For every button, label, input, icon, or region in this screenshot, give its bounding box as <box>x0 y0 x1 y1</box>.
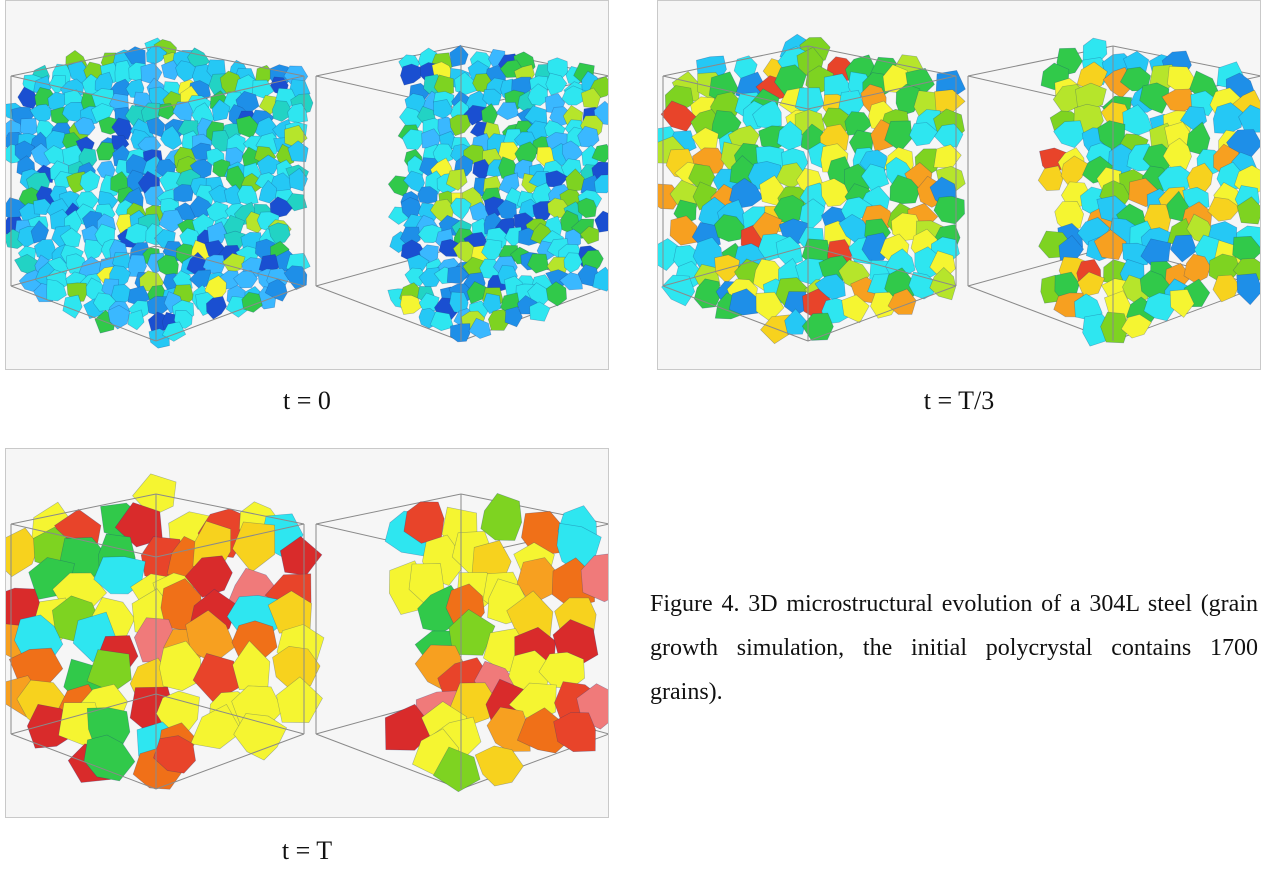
grain-render-t-third <box>658 33 1260 347</box>
grain-render-t-final <box>6 473 608 793</box>
simulation-panel-t-third <box>657 0 1261 370</box>
simulation-panel-t0 <box>5 0 609 370</box>
grain-render-t0 <box>6 37 608 349</box>
time-label-t-final: t = T <box>281 836 333 865</box>
time-label-t-third: t = T/3 <box>923 386 995 415</box>
figure-caption: Figure 4. 3D microstructural evolution o… <box>650 591 1258 705</box>
simulation-panel-t-final <box>5 448 609 818</box>
time-label-t0: t = 0 <box>283 386 331 415</box>
